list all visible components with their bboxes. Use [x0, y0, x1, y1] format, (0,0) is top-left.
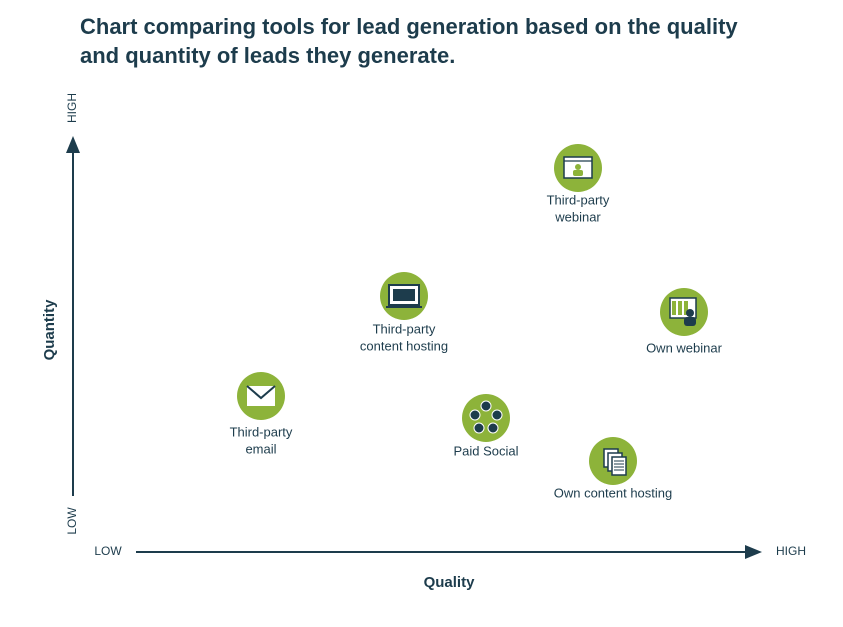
icon	[246, 385, 276, 400]
node-label: content hosting	[360, 338, 448, 353]
y-high: HIGH	[65, 93, 79, 123]
icon	[487, 422, 499, 434]
node: Third-party email	[230, 372, 293, 456]
icon	[469, 409, 481, 421]
icon	[480, 400, 492, 412]
node: Paid Social	[453, 394, 519, 458]
node-label: webinar	[554, 209, 601, 224]
x-high: HIGH	[776, 544, 806, 558]
node: Third-party webinar	[547, 144, 610, 224]
y-arrow	[66, 136, 80, 153]
icon	[611, 456, 627, 476]
node-label: Third-party	[230, 424, 293, 439]
node-label: Own webinar	[646, 340, 723, 355]
nodes: Third-party webinar Third-party content hos…	[230, 144, 723, 500]
title-box: Chart comparing tools for lead generatio…	[80, 14, 738, 68]
icon	[684, 317, 696, 326]
y-axis-label: Quantity	[41, 299, 58, 360]
node-label: Own content hosting	[554, 485, 673, 500]
icon	[393, 289, 415, 301]
node-label: Third-party	[373, 321, 436, 336]
y-axis: HIGH LOW Quantity	[41, 93, 80, 535]
node-label: email	[245, 441, 276, 456]
node: Own webinar	[646, 288, 723, 355]
icon	[573, 170, 583, 176]
x-low: LOW	[94, 544, 122, 558]
icon	[678, 301, 682, 315]
node-label: Paid Social	[453, 443, 518, 458]
icon	[672, 301, 676, 315]
y-low: LOW	[65, 507, 79, 535]
x-axis-label: Quality	[424, 574, 476, 591]
icon	[575, 164, 581, 170]
x-arrow	[745, 545, 762, 559]
icon	[684, 301, 688, 315]
chart-title: Chart comparing tools for lead generatio…	[80, 14, 738, 68]
icon	[491, 409, 503, 421]
icon	[686, 309, 694, 317]
node-label: Third-party	[547, 192, 610, 207]
icon	[473, 422, 485, 434]
node: Third-party content hosting	[360, 272, 448, 353]
x-axis: LOW HIGH Quality	[94, 544, 806, 591]
node: Own content hosting	[554, 437, 673, 500]
